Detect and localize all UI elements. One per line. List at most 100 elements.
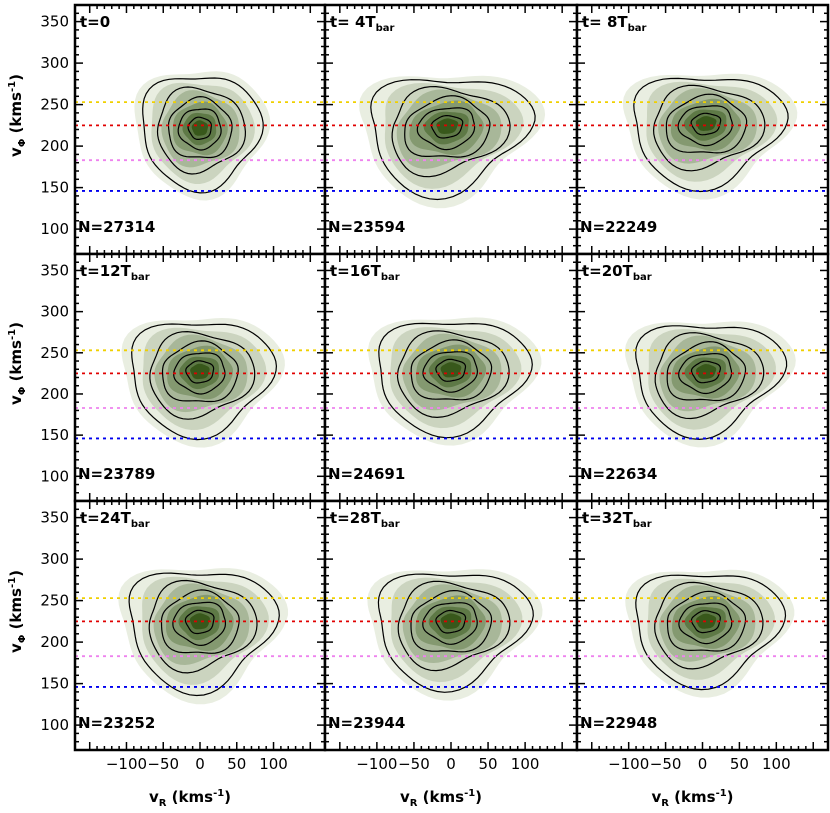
panel-2: t= 4Tbar N=23594 [323,3,579,256]
ticks [577,254,828,501]
contour-line [666,341,747,402]
x-tick-label: 0 [446,755,456,773]
panel-count-label: N=24691 [328,465,405,483]
contour-line [665,93,748,154]
panel-5: t=16Tbar N=24691 [323,252,579,503]
y-tick-label: 100 [40,716,69,734]
x-tick-label: 100 [762,755,791,773]
ticks [577,501,828,750]
x-axis-title: vR (kms-1) [149,788,231,808]
y-tick-label: 100 [40,467,69,485]
panel-count-label: N=22948 [580,714,657,732]
density-map [577,73,828,200]
y-tick-label: 300 [40,303,69,321]
panel-count-label: N=23944 [328,714,405,732]
density-fill [191,120,208,136]
density-map [325,569,577,701]
density-fill [436,118,459,134]
y-tick-label: 300 [40,54,69,72]
y-tick-label: 350 [40,261,69,279]
y-tick-label: 150 [40,675,69,693]
panel-time-label: t= 4Tbar [330,13,395,34]
x-tick-label: −50 [147,755,179,773]
contour-line [635,325,788,441]
panel-time-label: t=24Tbar [80,509,150,530]
panel-count-label: N=23789 [78,465,155,483]
x-tick-label: 100 [511,755,540,773]
contour-line [184,609,215,635]
x-tick-label: 0 [195,755,205,773]
x-tick-label: −100 [608,755,649,773]
contour-line [635,574,787,691]
density-fill [189,613,210,630]
panel-7: t=24Tbar N=23252 100 150 200 250 300 350 −100 −50… [40,499,327,773]
ticks [75,5,325,254]
density-fill [190,363,210,380]
y-tick-label: 250 [40,96,69,114]
contour-line [652,84,766,172]
contour-line [435,358,467,382]
panel-6: t=20Tbar N=22634 [575,252,830,503]
panel-time-label: t=12Tbar [80,262,150,283]
x-tick-label: −50 [398,755,430,773]
y-tick-label: 250 [40,344,69,362]
contour-line [177,108,222,151]
contour-line [149,330,256,420]
contour-line [404,95,491,158]
panel-count-label: N=22634 [580,465,657,483]
y-tick-label: 350 [40,13,69,31]
contour-line [690,112,722,136]
panel-time-label: t=16Tbar [330,262,400,283]
density-map [75,568,325,705]
contour-line [173,352,226,395]
contour-line [677,105,733,147]
contour-line [167,95,233,159]
contour-line [148,579,258,674]
density-map [577,569,828,698]
density-map [577,321,828,448]
contour-line [435,609,467,634]
contour-line [370,79,536,201]
panel-count-label: N=23252 [78,714,155,732]
y-axis-title: vΦ (kms-1) [7,570,28,653]
panel-count-label: N=27314 [78,218,155,236]
panel-time-label: t=0 [80,13,110,31]
x-tick-label: 50 [479,755,498,773]
y-tick-label: 200 [40,137,69,155]
density-fill [696,613,717,629]
panel-time-label: t= 8Tbar [582,13,647,34]
density-fill [695,116,717,131]
ticks [75,501,325,750]
y-tick-label: 250 [40,592,69,610]
contour-line [391,85,511,178]
density-map [75,318,325,448]
contour-line [690,360,722,384]
x-tick-label: −50 [650,755,682,773]
contour-line [185,360,215,384]
panel-8: t=28Tbar N=23944 −100 −50 0 50 100 [323,499,579,773]
contour-line [654,332,765,420]
x-tick-label: −100 [106,755,147,773]
y-tick-label: 150 [40,426,69,444]
y-tick-label: 200 [40,633,69,651]
y-tick-label: 100 [40,220,69,238]
ticks [75,254,325,501]
x-axis-title: vR (kms-1) [651,788,733,808]
panel-time-label: t=28Tbar [330,509,400,530]
x-tick-label: 50 [730,755,749,773]
contour-line [397,580,511,672]
contour-line [378,322,533,439]
density-map [75,71,325,201]
x-tick-label: 0 [698,755,708,773]
y-axis-title: vΦ (kms-1) [7,322,28,405]
panel-time-label: t=32Tbar [582,509,652,530]
y-tick-label: 350 [40,509,69,527]
x-axis-title: vR (kms-1) [400,788,482,808]
contour-line [156,86,247,175]
contour-line [161,340,239,403]
x-tick-label: 100 [259,755,288,773]
x-tick-label: 50 [227,755,246,773]
contour-line [678,352,733,395]
contour-line [131,323,278,441]
density-fill [440,613,462,629]
